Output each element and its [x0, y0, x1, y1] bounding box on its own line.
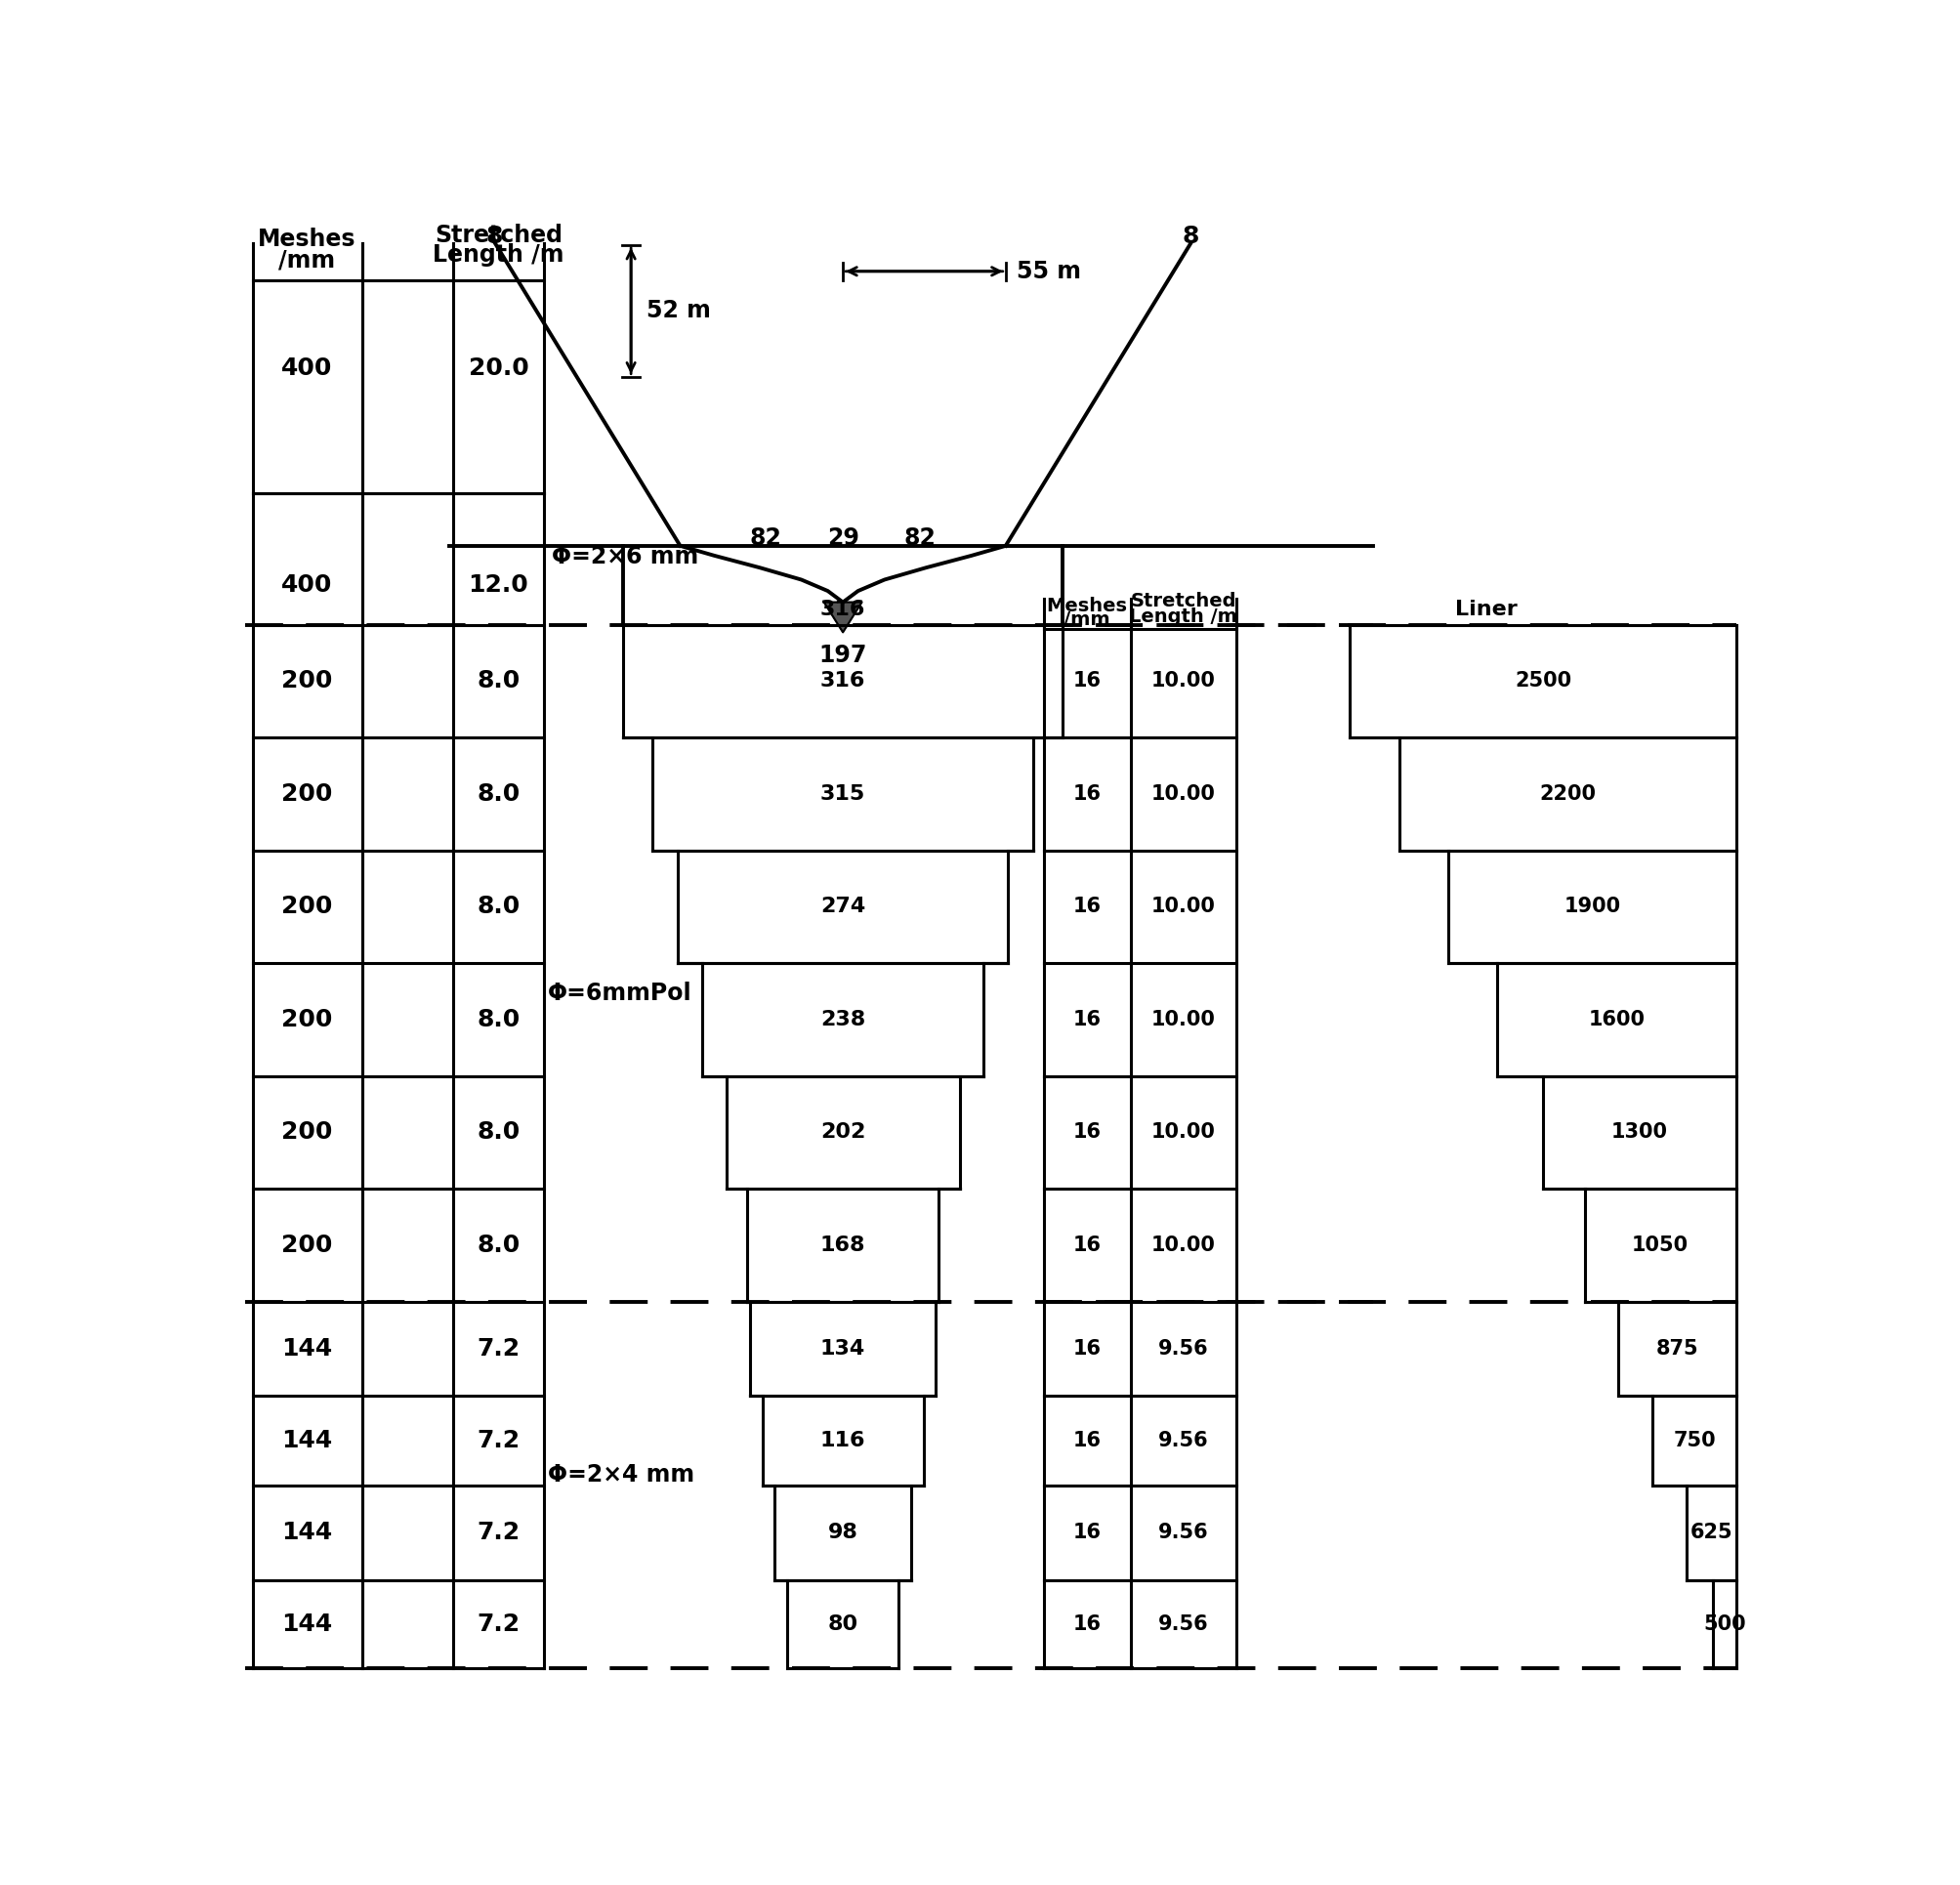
Text: 7.2: 7.2: [476, 1429, 519, 1453]
Text: 400: 400: [282, 356, 333, 379]
Text: 7.2: 7.2: [476, 1336, 519, 1361]
Text: 98: 98: [827, 1523, 858, 1542]
Text: 200: 200: [282, 669, 333, 694]
Text: 8.0: 8.0: [476, 669, 519, 694]
Text: 7.2: 7.2: [476, 1521, 519, 1544]
Text: 16: 16: [1072, 1431, 1102, 1451]
Text: 7.2: 7.2: [476, 1612, 519, 1636]
Text: /mm: /mm: [1064, 611, 1109, 630]
Text: Stretched: Stretched: [435, 224, 563, 247]
Text: 9.56: 9.56: [1158, 1431, 1209, 1451]
Text: 500: 500: [1703, 1614, 1746, 1634]
Text: 144: 144: [282, 1612, 333, 1636]
Text: 1900: 1900: [1564, 897, 1621, 916]
Text: 200: 200: [282, 1008, 333, 1031]
Text: 1300: 1300: [1611, 1123, 1668, 1142]
Text: Φ=2×4 mm: Φ=2×4 mm: [547, 1463, 694, 1485]
Text: 134: 134: [821, 1338, 866, 1359]
Text: 82: 82: [904, 526, 937, 550]
Text: 8.0: 8.0: [476, 1233, 519, 1257]
Text: 8: 8: [486, 224, 504, 249]
Text: 29: 29: [827, 526, 858, 550]
Text: 1600: 1600: [1588, 1010, 1644, 1029]
Text: 200: 200: [282, 782, 333, 805]
Text: 168: 168: [819, 1235, 866, 1255]
Text: 144: 144: [282, 1336, 333, 1361]
Text: Liner: Liner: [1454, 599, 1517, 620]
Text: 16: 16: [1072, 1235, 1102, 1255]
Text: /mm: /mm: [278, 249, 335, 271]
Text: 316: 316: [821, 671, 866, 692]
Text: 10.00: 10.00: [1151, 1123, 1215, 1142]
Text: 10.00: 10.00: [1151, 897, 1215, 916]
Text: 16: 16: [1072, 1614, 1102, 1634]
Text: 16: 16: [1072, 1010, 1102, 1029]
Text: 10.00: 10.00: [1151, 1235, 1215, 1255]
Text: 750: 750: [1674, 1431, 1715, 1451]
Text: 16: 16: [1072, 671, 1102, 692]
Text: 9.56: 9.56: [1158, 1523, 1209, 1542]
Text: 315: 315: [821, 784, 866, 803]
Text: 9.56: 9.56: [1158, 1614, 1209, 1634]
Text: 200: 200: [282, 895, 333, 918]
Text: 80: 80: [827, 1614, 858, 1634]
Text: 116: 116: [819, 1431, 866, 1451]
Text: 144: 144: [282, 1521, 333, 1544]
Text: Φ=6mmPol: Φ=6mmPol: [547, 982, 692, 1005]
Text: 625: 625: [1690, 1523, 1733, 1542]
Text: 8.0: 8.0: [476, 782, 519, 805]
Text: Length /m: Length /m: [433, 243, 564, 266]
Text: 16: 16: [1072, 1123, 1102, 1142]
Text: 238: 238: [821, 1010, 866, 1029]
Text: 10.00: 10.00: [1151, 1010, 1215, 1029]
Text: 16: 16: [1072, 1338, 1102, 1359]
Text: 200: 200: [282, 1233, 333, 1257]
Text: 9.56: 9.56: [1158, 1338, 1209, 1359]
Text: 52 m: 52 m: [647, 300, 710, 322]
Text: Meshes: Meshes: [1047, 598, 1127, 615]
Text: 2500: 2500: [1515, 671, 1572, 692]
Text: 274: 274: [821, 897, 866, 916]
Polygon shape: [823, 601, 862, 631]
Text: 197: 197: [819, 643, 866, 667]
Text: 16: 16: [1072, 784, 1102, 803]
Text: 875: 875: [1656, 1338, 1699, 1359]
Text: 400: 400: [282, 573, 333, 598]
Text: 10.00: 10.00: [1151, 671, 1215, 692]
Text: 144: 144: [282, 1429, 333, 1453]
Text: 12.0: 12.0: [468, 573, 529, 598]
Text: Φ=2×6 mm: Φ=2×6 mm: [551, 545, 698, 569]
Text: 8.0: 8.0: [476, 895, 519, 918]
Text: 8.0: 8.0: [476, 1122, 519, 1144]
Text: Length /m: Length /m: [1129, 607, 1237, 626]
Text: 16: 16: [1072, 897, 1102, 916]
Text: Meshes: Meshes: [259, 228, 357, 251]
Text: 55 m: 55 m: [1017, 260, 1082, 283]
Text: 82: 82: [749, 526, 782, 550]
Text: 16: 16: [1072, 1523, 1102, 1542]
Text: 202: 202: [821, 1123, 866, 1142]
Text: 20.0: 20.0: [468, 356, 529, 379]
Text: 316: 316: [821, 599, 866, 620]
Text: 200: 200: [282, 1122, 333, 1144]
Text: 2200: 2200: [1539, 784, 1595, 803]
Text: 8.0: 8.0: [476, 1008, 519, 1031]
Text: 8: 8: [1182, 224, 1200, 249]
Text: 10.00: 10.00: [1151, 784, 1215, 803]
Text: 1050: 1050: [1633, 1235, 1690, 1255]
Text: Stretched: Stretched: [1131, 592, 1237, 611]
